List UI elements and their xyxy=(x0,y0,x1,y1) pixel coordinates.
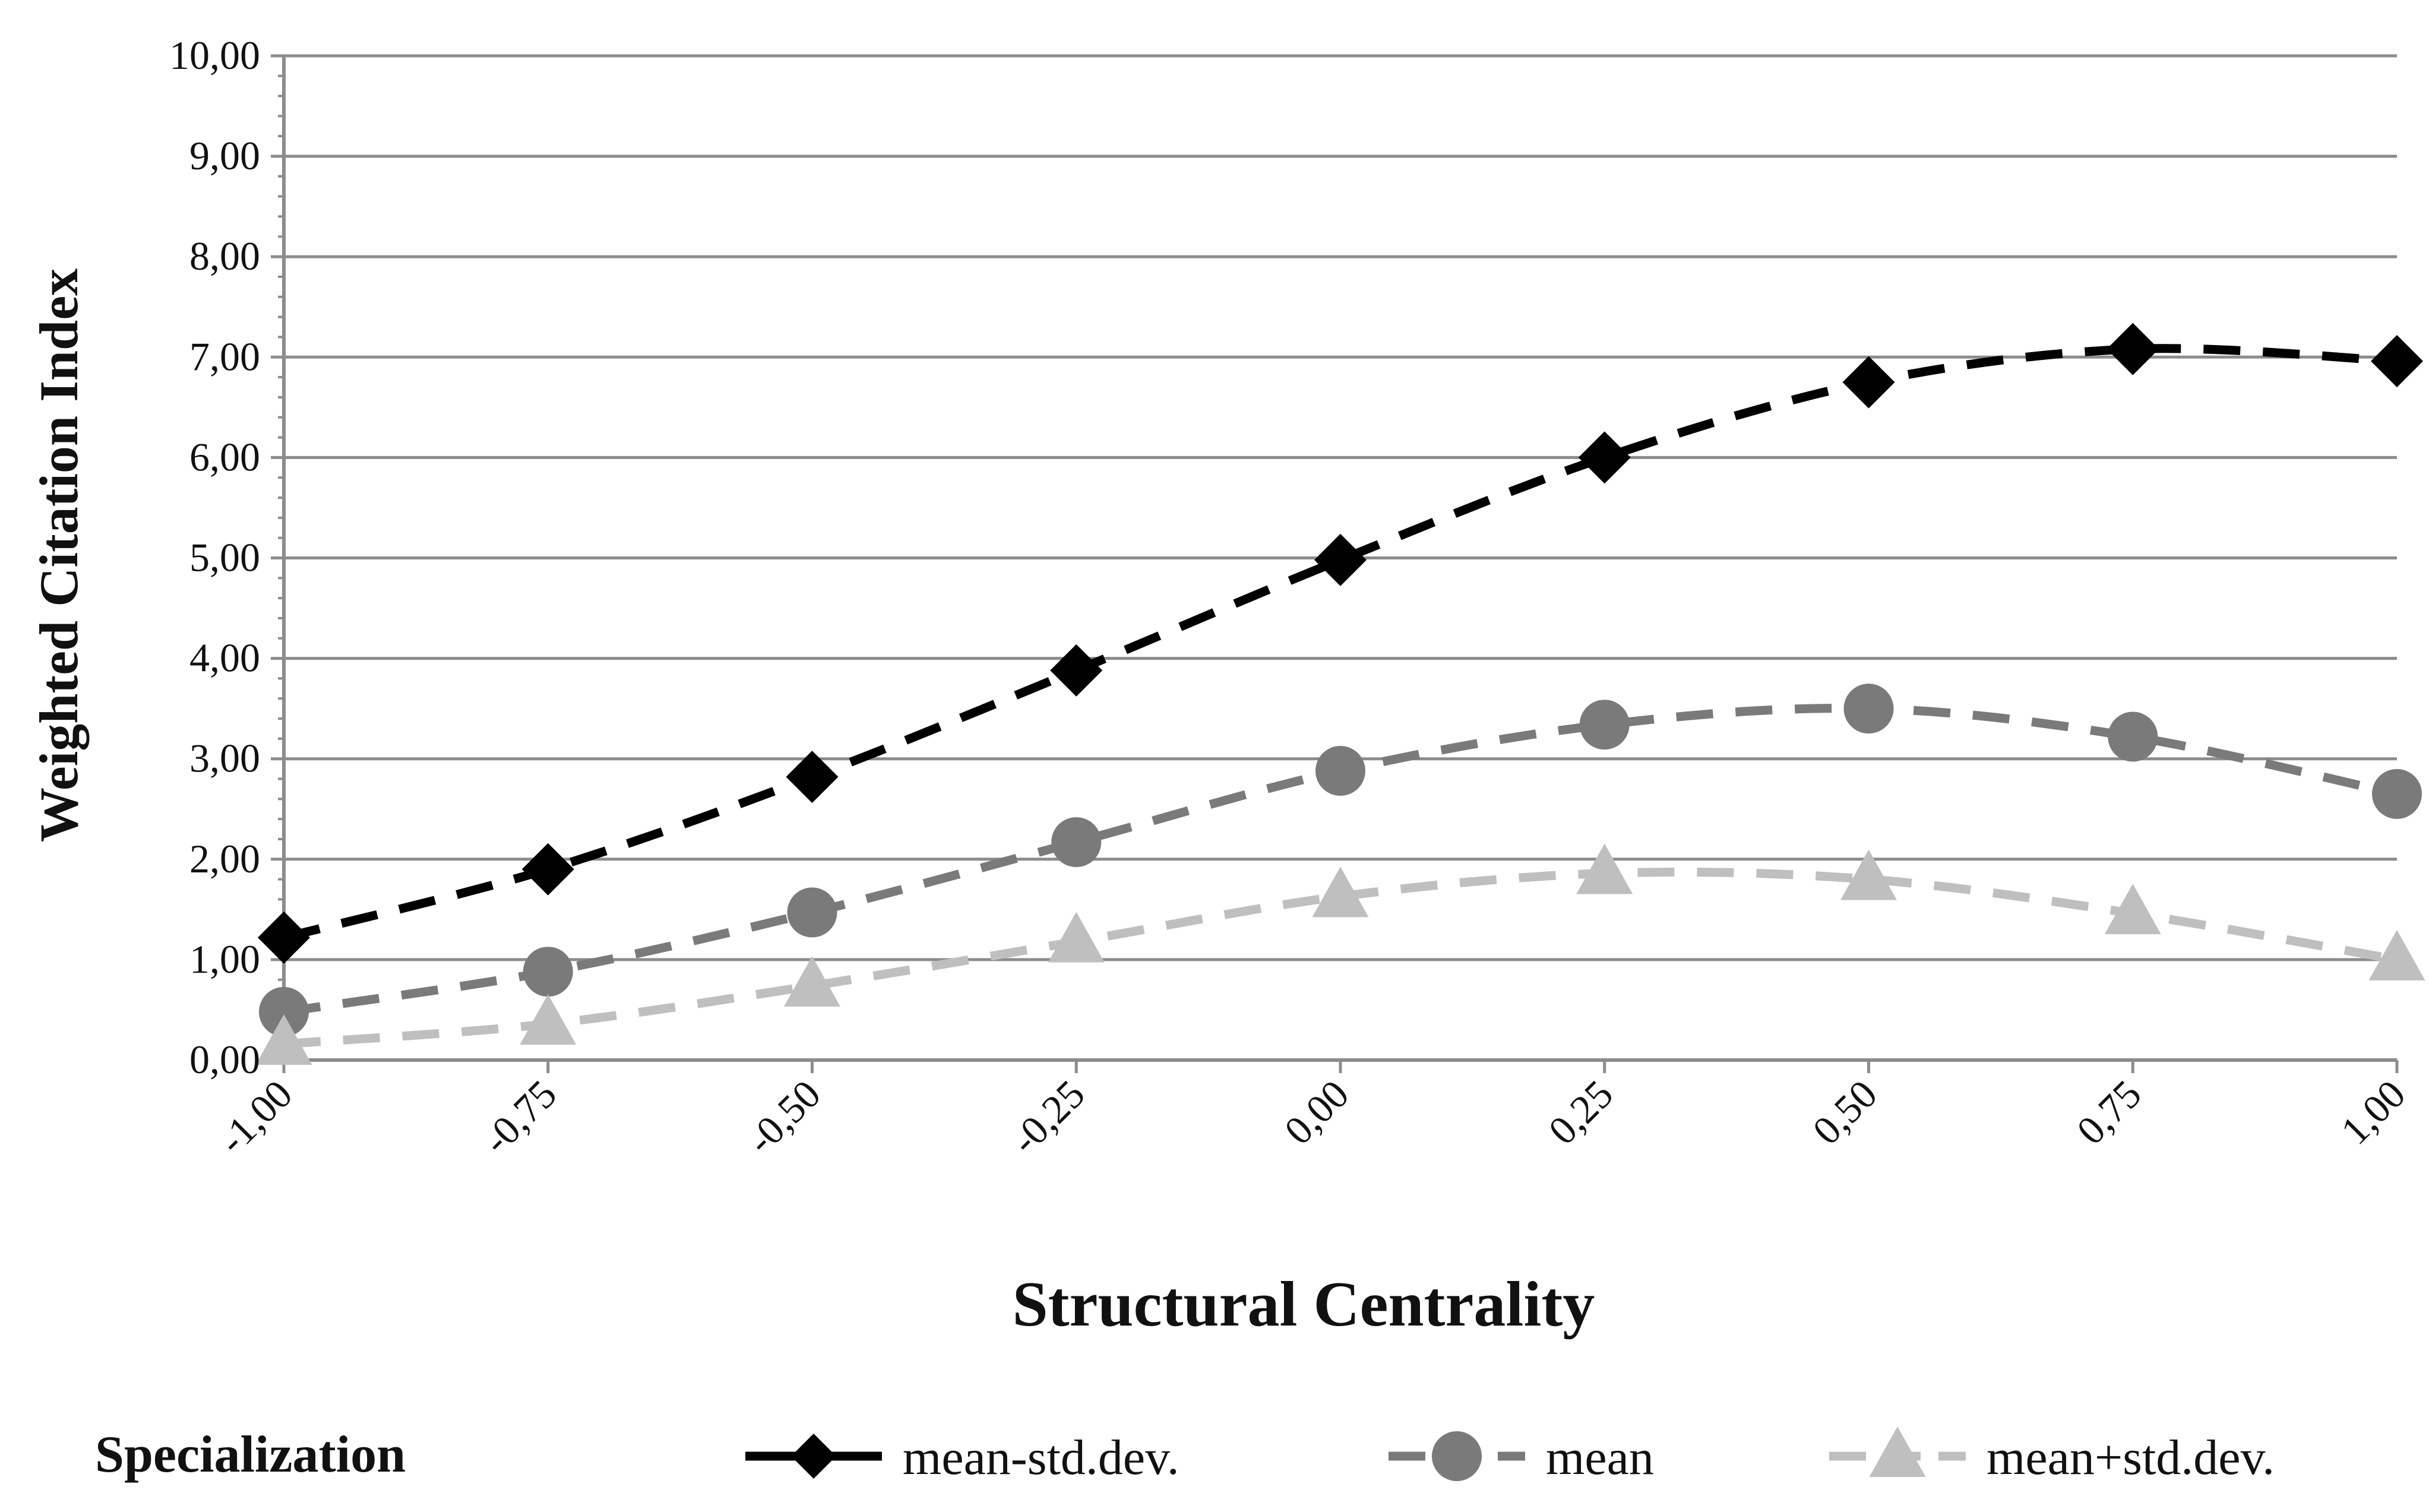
legend-label: mean xyxy=(1546,1430,1654,1485)
data-point xyxy=(2104,884,2161,935)
legend-swatch-marker xyxy=(791,1434,836,1479)
x-axis-title: Structural Centrality xyxy=(1013,1269,1595,1340)
legend-item: mean+std.dev. xyxy=(1829,1426,2275,1485)
data-point xyxy=(1314,533,1367,586)
y-tick-label: 7,00 xyxy=(189,334,260,379)
grid xyxy=(284,54,2397,961)
data-point xyxy=(2368,929,2425,980)
y-tick-label: 2,00 xyxy=(189,836,260,881)
y-tick-label: 8,00 xyxy=(189,233,260,279)
data-point xyxy=(1048,912,1105,963)
legend-item: mean-std.dev. xyxy=(745,1430,1179,1485)
legend-label: mean-std.dev. xyxy=(903,1430,1179,1485)
y-tick-label: 0,00 xyxy=(189,1037,260,1082)
x-tick-label: -0,50 xyxy=(738,1071,829,1163)
y-tick-label: 10,00 xyxy=(169,33,260,78)
legend-swatch-marker xyxy=(1869,1426,1926,1477)
data-point xyxy=(520,994,577,1045)
data-point xyxy=(1840,849,1897,900)
data-point xyxy=(1050,644,1103,697)
x-tick-label: -0,25 xyxy=(1002,1071,1093,1163)
data-point xyxy=(1843,684,1894,734)
series-circle xyxy=(259,684,2422,1037)
y-tick-label: 3,00 xyxy=(189,736,260,781)
data-point xyxy=(523,947,573,997)
legend-swatch-marker xyxy=(1432,1431,1482,1481)
data-point xyxy=(1576,843,1633,894)
legend-item: mean xyxy=(1389,1430,1654,1485)
data-point xyxy=(1842,356,1895,409)
x-tick-label: 0,00 xyxy=(1276,1071,1358,1153)
data-point xyxy=(787,887,837,938)
data-point xyxy=(1312,866,1369,918)
data-point xyxy=(1579,700,1630,750)
data-point xyxy=(255,1014,312,1065)
data-point xyxy=(2371,335,2423,388)
legend: Specialization mean-std.dev. mean mean+std… xyxy=(95,1426,2275,1485)
x-tick-label: 0,25 xyxy=(1539,1071,1621,1153)
series-diamond xyxy=(258,322,2423,964)
series-line xyxy=(283,344,2398,942)
data-point xyxy=(259,986,309,1037)
x-tick-label: 1,00 xyxy=(2332,1071,2414,1153)
y-tick-label: 4,00 xyxy=(189,635,260,681)
series-triangle xyxy=(255,843,2425,1065)
y-tick-label: 1,00 xyxy=(189,937,260,982)
data-point xyxy=(1051,817,1102,868)
series-layer xyxy=(255,322,2425,1065)
y-tick-label: 6,00 xyxy=(189,434,260,479)
y-axis-title: Weighted Citation Index xyxy=(29,268,89,842)
data-point xyxy=(2107,322,2159,375)
x-tick-label: -1,00 xyxy=(210,1071,301,1163)
data-point xyxy=(1315,745,1365,796)
y-tick-label: 5,00 xyxy=(189,535,260,580)
legend-label: mean+std.dev. xyxy=(1987,1430,2275,1485)
x-tick-label: 0,75 xyxy=(2068,1071,2150,1153)
legend-title: Specialization xyxy=(95,1426,406,1483)
data-point xyxy=(784,956,840,1007)
data-point xyxy=(258,911,310,964)
data-point xyxy=(786,751,839,804)
legend-items: mean-std.dev. mean mean+std.dev. xyxy=(745,1426,2275,1485)
tick-labels: 0,00 1,00 2,00 3,00 4,00 5,00 6,00 7,00 8,00 9,00… xyxy=(169,33,2414,1163)
data-point xyxy=(1578,431,1631,484)
data-point xyxy=(2372,768,2422,819)
x-tick-label: -0,75 xyxy=(473,1071,565,1163)
x-tick-label: 0,50 xyxy=(1804,1071,1886,1153)
data-point xyxy=(2108,711,2158,762)
y-tick-label: 9,00 xyxy=(189,133,260,178)
data-point xyxy=(521,843,574,896)
